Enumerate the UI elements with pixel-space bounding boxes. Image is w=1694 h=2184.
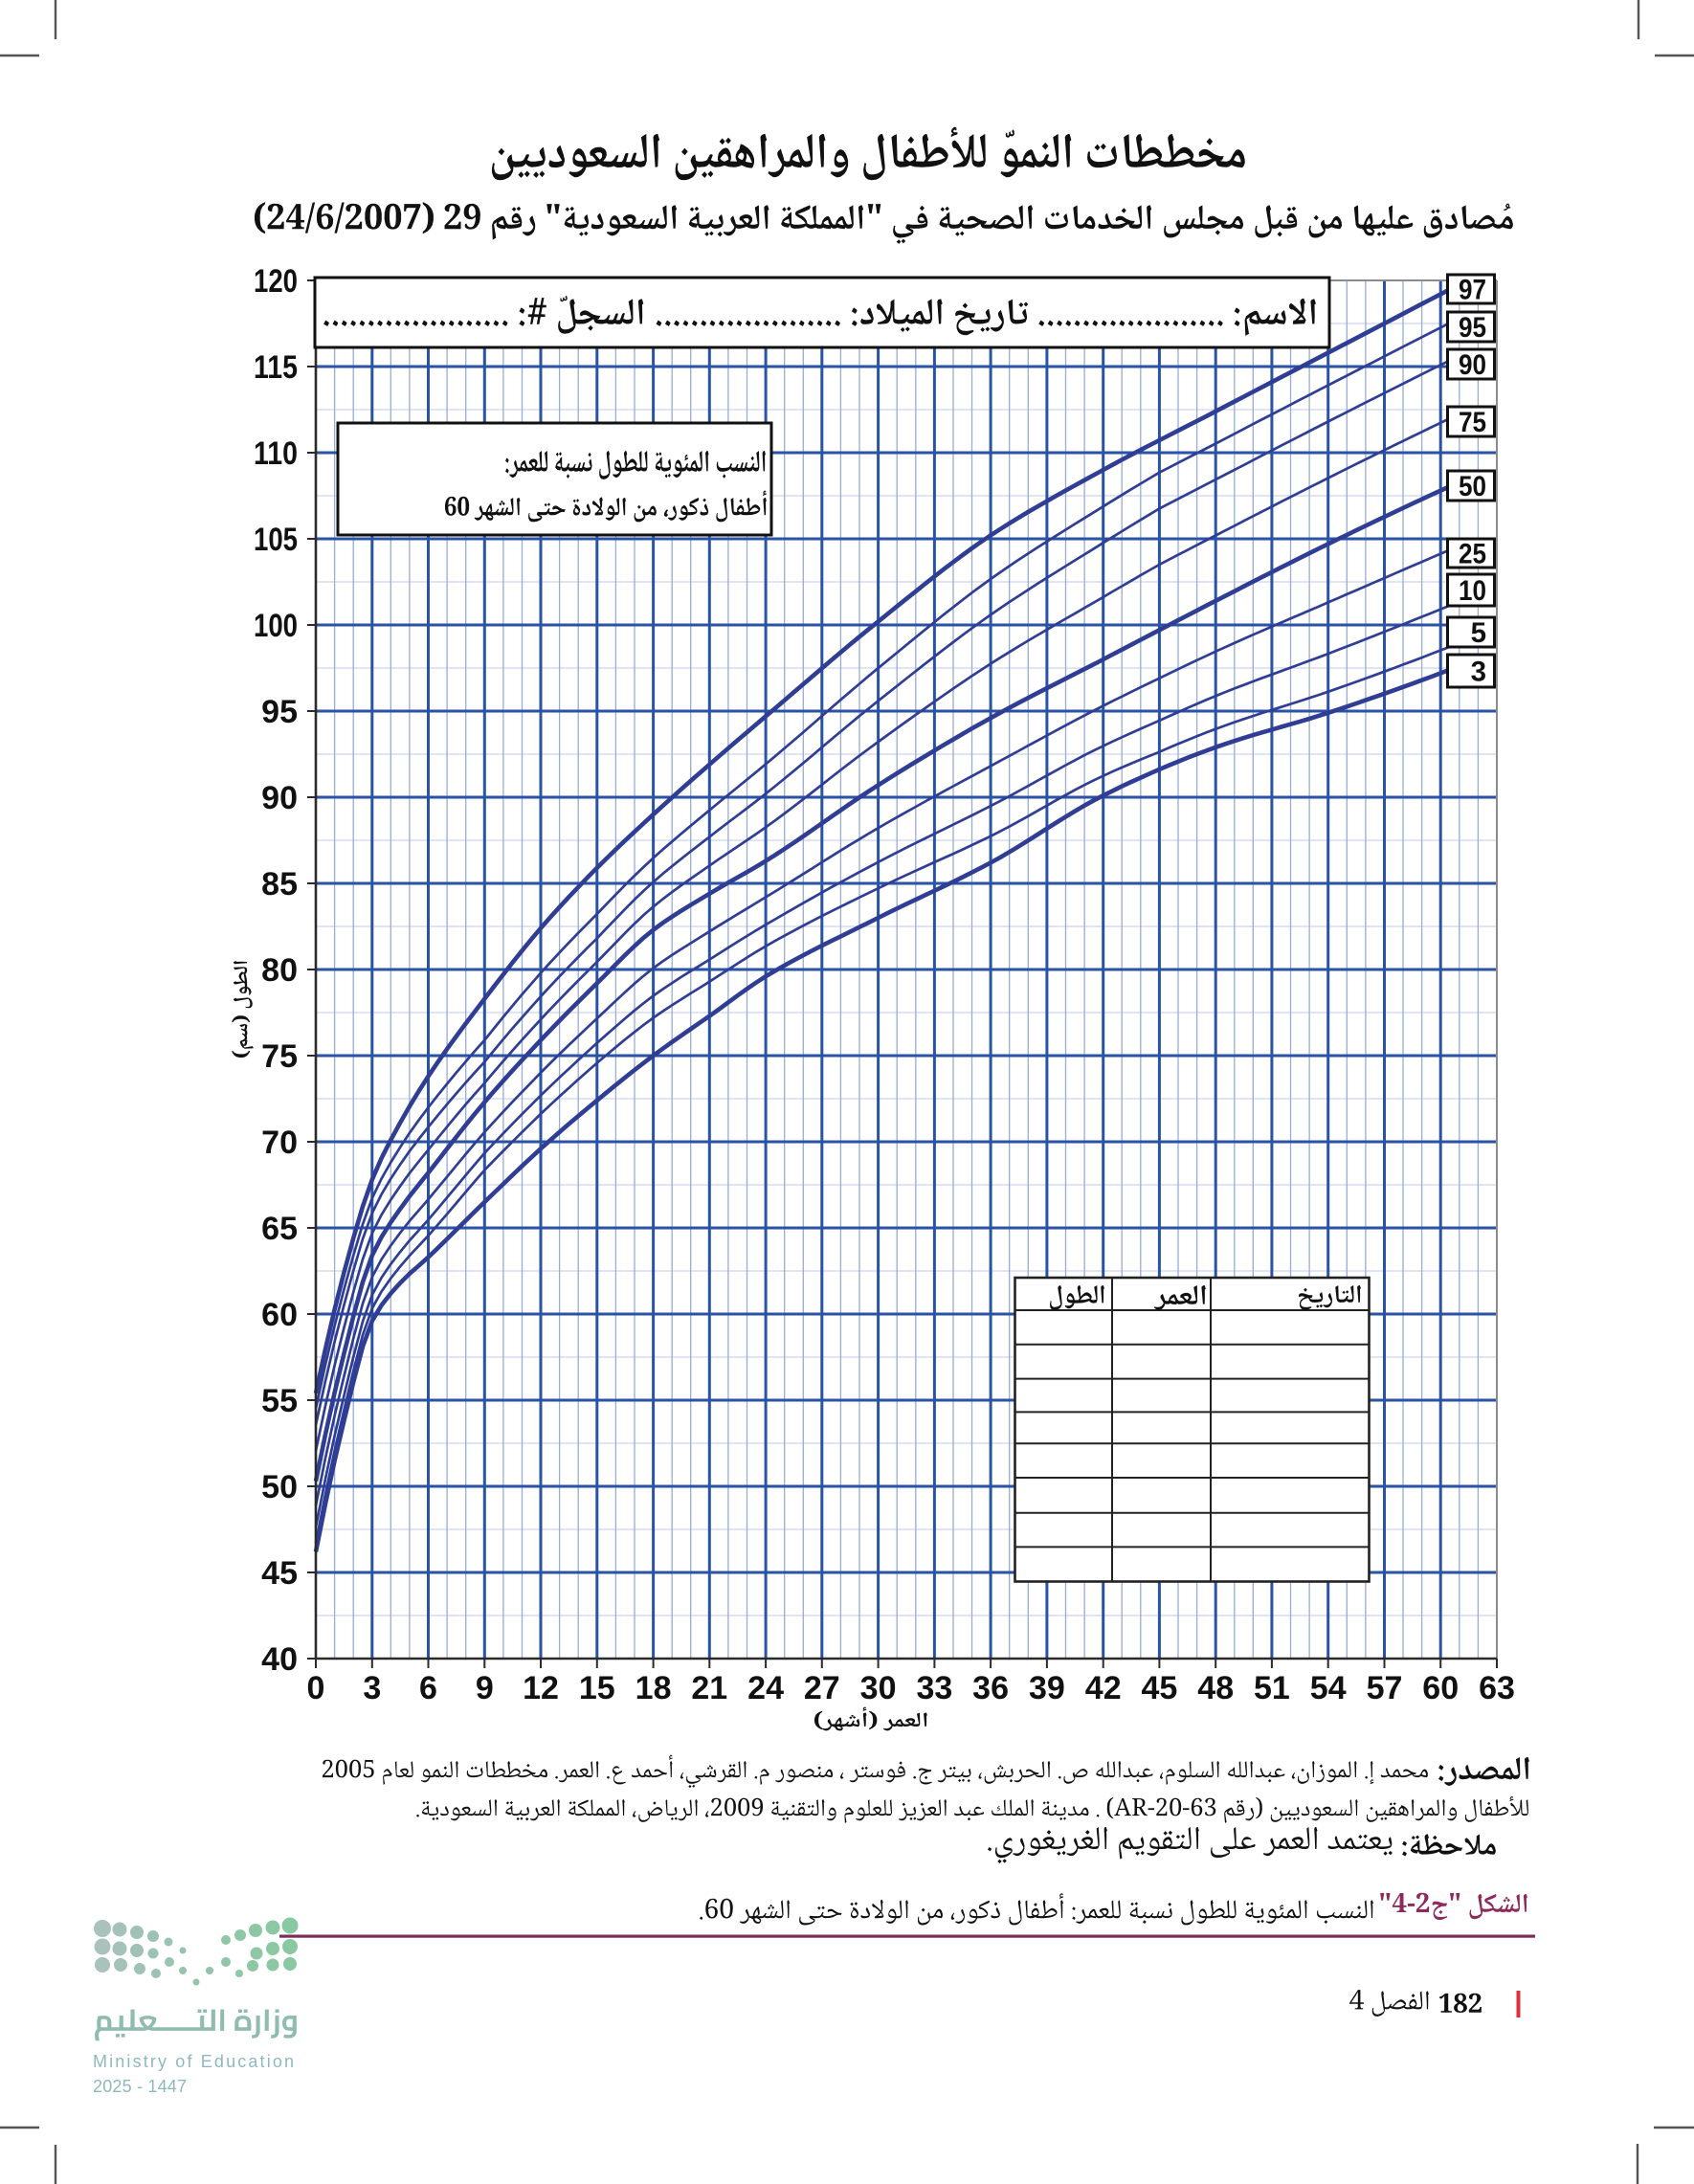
- svg-text:100: 100: [254, 608, 298, 644]
- svg-text:30: 30: [860, 1670, 897, 1706]
- svg-text:75: 75: [1459, 407, 1486, 438]
- svg-text:15: 15: [579, 1670, 615, 1706]
- svg-text:0: 0: [307, 1670, 325, 1706]
- svg-text:57: 57: [1367, 1670, 1403, 1706]
- svg-text:3: 3: [1471, 657, 1486, 688]
- svg-text:2025 - 1447: 2025 - 1447: [93, 2077, 187, 2096]
- svg-text:63: 63: [1479, 1670, 1515, 1706]
- svg-text:21: 21: [691, 1670, 727, 1706]
- svg-text:90: 90: [1459, 349, 1486, 381]
- svg-text:45: 45: [261, 1555, 298, 1592]
- svg-text:80: 80: [261, 952, 298, 989]
- svg-text:54: 54: [1310, 1670, 1347, 1706]
- svg-text:95: 95: [261, 694, 298, 730]
- svg-text:50: 50: [261, 1469, 298, 1505]
- svg-text:60: 60: [1422, 1670, 1459, 1706]
- svg-text:70: 70: [261, 1125, 298, 1161]
- svg-text:65: 65: [261, 1211, 298, 1247]
- svg-text:6: 6: [419, 1670, 437, 1706]
- svg-text:40: 40: [261, 1641, 298, 1678]
- svg-text:55: 55: [261, 1383, 298, 1419]
- svg-text:60: 60: [261, 1297, 298, 1333]
- svg-text:24: 24: [747, 1670, 784, 1706]
- svg-text:45: 45: [1141, 1670, 1177, 1706]
- svg-text:39: 39: [1029, 1670, 1065, 1706]
- svg-text:42: 42: [1085, 1670, 1122, 1706]
- svg-text:10: 10: [1459, 575, 1486, 607]
- svg-text:51: 51: [1254, 1670, 1290, 1706]
- svg-text:9: 9: [476, 1670, 494, 1706]
- svg-text:3: 3: [363, 1670, 381, 1706]
- svg-text:90: 90: [261, 780, 298, 816]
- svg-text:36: 36: [972, 1670, 1009, 1706]
- svg-text:12: 12: [523, 1670, 559, 1706]
- svg-text:115: 115: [254, 349, 298, 386]
- svg-text:25: 25: [1459, 539, 1486, 570]
- svg-text:110: 110: [254, 435, 298, 472]
- svg-text:Ministry of Education: Ministry of Education: [93, 2052, 294, 2071]
- svg-text:85: 85: [261, 866, 298, 903]
- svg-text:105: 105: [254, 522, 298, 558]
- svg-text:5: 5: [1471, 617, 1486, 649]
- svg-text:50: 50: [1459, 471, 1486, 502]
- svg-text:97: 97: [1459, 275, 1486, 306]
- svg-text:48: 48: [1197, 1670, 1234, 1706]
- svg-text:95: 95: [1459, 312, 1486, 344]
- svg-text:27: 27: [804, 1670, 840, 1706]
- svg-text:120: 120: [254, 263, 298, 300]
- svg-text:33: 33: [916, 1670, 952, 1706]
- svg-text:75: 75: [261, 1038, 298, 1075]
- svg-text:18: 18: [635, 1670, 672, 1706]
